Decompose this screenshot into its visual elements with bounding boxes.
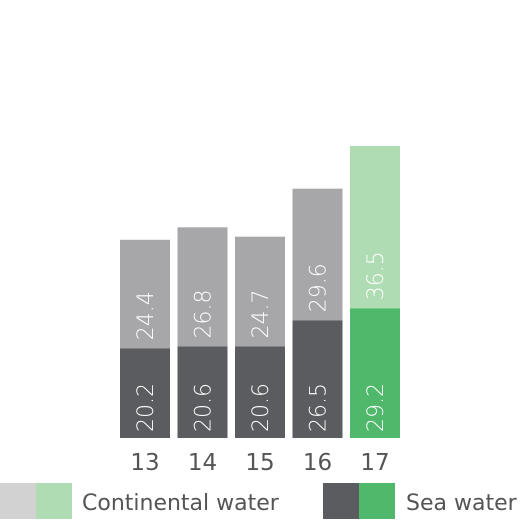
bar-label-continental-water-15: 24.7 [249, 289, 274, 338]
legend-swatch-continental-grey [0, 483, 36, 519]
legend-swatch-continental-green [36, 483, 72, 519]
bar-sea-water-13 [120, 348, 170, 438]
bar-continental-water-15 [235, 236, 285, 347]
bar-label-continental-water-16: 29.6 [307, 263, 332, 312]
bar-label-sea-water-15: 20.6 [249, 383, 274, 432]
bar-label-sea-water-13: 20.2 [134, 383, 159, 432]
legend-label-sea: Sea water [406, 491, 518, 516]
legend-label-continental: Continental water [82, 491, 280, 516]
x-tick-label-14: 14 [188, 450, 217, 476]
x-tick-label-13: 13 [130, 450, 159, 476]
bar-continental-water-16 [292, 188, 343, 321]
legend: Continental water Sea water [0, 483, 518, 519]
x-tick-label-15: 15 [245, 450, 274, 476]
legend-swatch-sea-grey [323, 483, 359, 519]
x-tick-label-17: 17 [360, 450, 389, 476]
bar-label-continental-water-17: 36.5 [364, 251, 389, 300]
bar-continental-water-17 [350, 146, 400, 309]
bar-sea-water-15 [235, 346, 285, 438]
bar-label-continental-water-13: 24.4 [134, 291, 159, 340]
bar-sea-water-17 [350, 308, 400, 438]
bar-label-sea-water-14: 20.6 [192, 383, 217, 432]
bar-label-continental-water-14: 26.8 [192, 289, 217, 338]
bar-label-sea-water-17: 29.2 [364, 383, 389, 432]
bar-continental-water-13 [120, 239, 170, 349]
bar-sea-water-16 [292, 320, 343, 438]
bars-layer: 20.2 24.4 20.6 26.8 20.6 24.7 26.5 29.6 29.2 36.5 [120, 146, 400, 438]
bar-sea-water-14 [177, 346, 228, 438]
bar-label-sea-water-16: 26.5 [307, 383, 332, 432]
x-axis-ticks: 13 14 15 16 17 [130, 450, 389, 476]
x-tick-label-16: 16 [303, 450, 332, 476]
bar-continental-water-14 [177, 227, 228, 347]
legend-swatch-sea-green [359, 483, 395, 519]
